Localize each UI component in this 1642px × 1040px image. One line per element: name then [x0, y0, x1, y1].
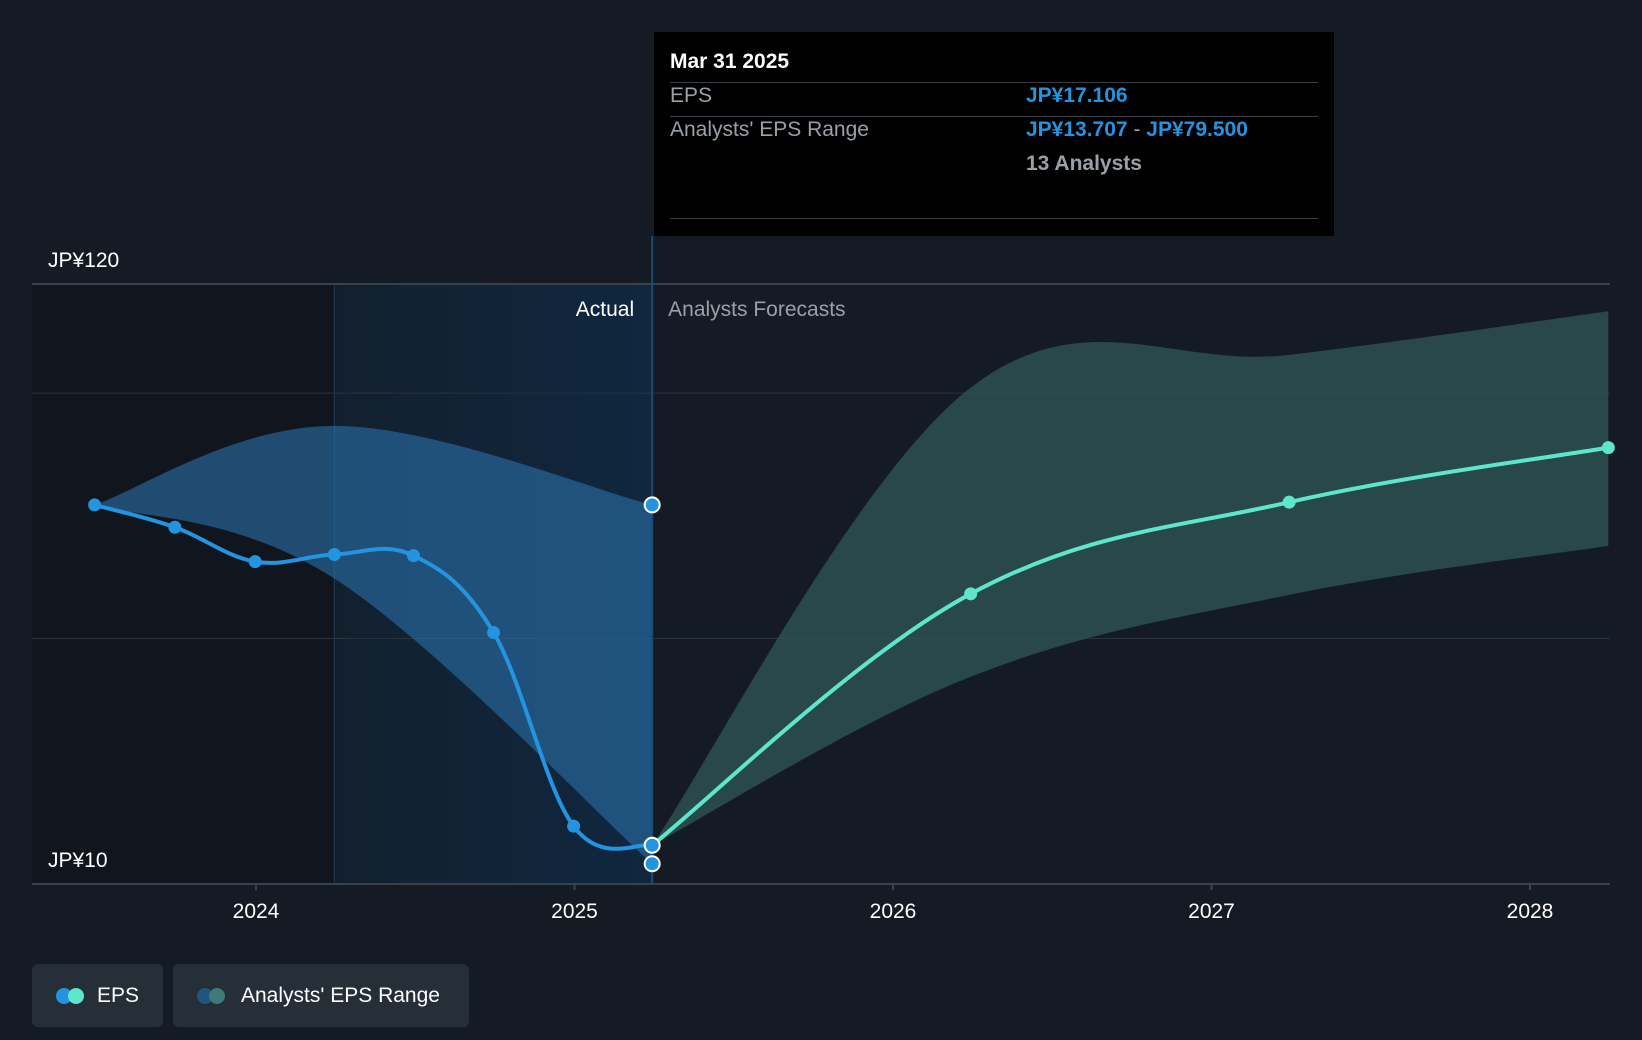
- eps-actual-point[interactable]: [248, 555, 262, 569]
- tooltip-range-high: JP¥79.500: [1146, 118, 1248, 141]
- eps-forecast-point[interactable]: [1601, 441, 1615, 455]
- tooltip-analyst-count: 13 Analysts: [1026, 152, 1142, 175]
- tooltip-range-low: JP¥13.707: [1026, 118, 1128, 141]
- eps-legend-icon: [56, 987, 85, 1004]
- tooltip-range-value: JP¥13.707 - JP¥79.500: [1026, 118, 1248, 142]
- eps-actual-point[interactable]: [168, 520, 182, 534]
- actual-section-label: Actual: [576, 298, 634, 321]
- eps-forecast-line: [650, 445, 1611, 848]
- eps-series: [88, 441, 1615, 851]
- tooltip: Mar 31 2025 EPS JP¥17.106 Analysts' EPS …: [654, 32, 1334, 236]
- x-axis-tick-label: 2027: [1188, 900, 1235, 923]
- legend-eps-label: EPS: [96, 983, 139, 1007]
- eps-forecast-point[interactable]: [964, 587, 978, 601]
- tooltip-eps-value: JP¥17.106: [1026, 84, 1128, 107]
- eps-actual-line: [92, 502, 655, 851]
- tooltip-divider: [670, 218, 1318, 219]
- range-low-marker[interactable]: [643, 855, 661, 873]
- eps-actual-point[interactable]: [407, 549, 421, 563]
- tooltip-range-label: Analysts' EPS Range: [670, 118, 869, 141]
- tooltip-eps-label: EPS: [670, 84, 713, 107]
- range-bands: [94, 311, 1609, 864]
- x-axis-tick-label: 2024: [233, 900, 280, 923]
- y-axis-label-bottom: JP¥10: [48, 849, 108, 872]
- x-axis-tick-label: 2028: [1507, 900, 1554, 923]
- tooltip-date: Mar 31 2025: [670, 50, 790, 73]
- tooltip-divider: [670, 116, 1318, 117]
- past-region-shade: [32, 284, 335, 884]
- legend: EPS Analysts' EPS Range: [32, 964, 469, 1027]
- eps-actual-point[interactable]: [88, 498, 102, 512]
- actual-eps-range-band: [94, 425, 653, 864]
- eps-forecast-point[interactable]: [1282, 495, 1296, 509]
- y-axis-label-top: JP¥120: [48, 249, 119, 272]
- legend-range-label: Analysts' EPS Range: [241, 983, 440, 1007]
- highlight-markers: [643, 496, 661, 873]
- eps-actual-point[interactable]: [327, 548, 341, 562]
- tooltip-divider: [670, 82, 1318, 83]
- eps-current-marker[interactable]: [643, 836, 661, 854]
- tooltip-range-separator: -: [1133, 118, 1141, 141]
- x-axis-ticks: 2024 2025 2026 2027 2028: [233, 884, 1554, 923]
- legend-item-eps[interactable]: EPS: [32, 964, 163, 1027]
- legend-item-analysts-range[interactable]: Analysts' EPS Range: [173, 964, 469, 1027]
- x-axis-tick-label: 2025: [551, 900, 598, 923]
- range-legend-icon: [197, 987, 229, 1004]
- x-axis-tick-label: 2026: [870, 900, 917, 923]
- forecast-eps-range-band: [652, 311, 1609, 846]
- eps-actual-point[interactable]: [567, 819, 581, 833]
- eps-actual-point[interactable]: [487, 626, 501, 640]
- range-high-marker[interactable]: [643, 496, 661, 514]
- forecast-section-label: Analysts Forecasts: [668, 298, 845, 321]
